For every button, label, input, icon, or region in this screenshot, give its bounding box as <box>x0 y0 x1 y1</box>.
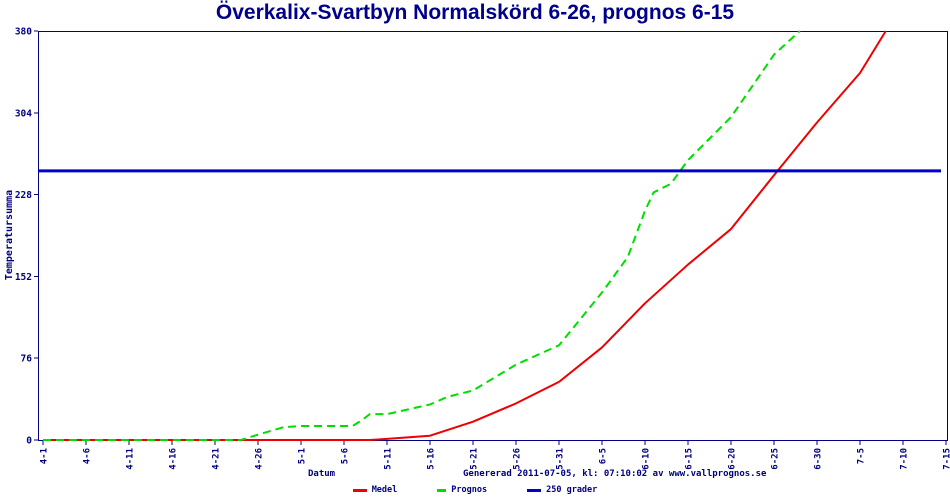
x-tick-label: 7-5 <box>857 448 867 464</box>
y-tick-label: 304 <box>15 108 32 119</box>
x-tick-label: 6-5 <box>599 448 609 464</box>
x-tick-label: 6-30 <box>814 448 824 470</box>
legend-item-medel: Medel <box>352 485 398 495</box>
x-tick-label: 5-21 <box>470 448 480 470</box>
x-tick-label: 6-10 <box>642 448 652 470</box>
x-tick-label: 6-25 <box>771 448 781 470</box>
x-tick-label: 5-6 <box>341 448 351 464</box>
chart-title: Överkalix-Svartbyn Normalskörd 6-26, pro… <box>215 1 735 24</box>
x-tick-label: 5-31 <box>556 448 566 470</box>
x-tick-label: 4-26 <box>255 448 265 470</box>
x-tick-label: 7-15 <box>943 448 950 470</box>
generated-text: Genererad 2011-07-05, kl: 07:10:02 av ww… <box>463 469 767 479</box>
legend-label: Prognos <box>451 485 488 495</box>
y-tick-label: 76 <box>21 354 33 365</box>
plot-border <box>38 31 948 441</box>
y-tick-label: 0 <box>26 436 32 447</box>
x-tick-label: 6-15 <box>685 448 695 470</box>
x-tick-label: 6-20 <box>728 448 738 470</box>
x-tick-label: 4-11 <box>126 448 136 470</box>
legend-item-250-grader: 250 grader <box>527 485 597 495</box>
legend: Medel Prognos 250 grader <box>0 485 950 495</box>
x-tick-label: 4-21 <box>212 448 222 470</box>
x-tick-label: 5-26 <box>513 448 523 470</box>
legend-marker-prognos <box>437 488 447 492</box>
legend-marker-250-grader <box>527 488 542 492</box>
x-tick-label: 5-11 <box>384 448 394 470</box>
x-axis-title: Datum <box>308 469 336 479</box>
legend-label: Medel <box>371 485 398 495</box>
x-tick-label: 4-6 <box>83 448 93 464</box>
x-tick-label: 5-16 <box>427 448 437 470</box>
y-tick-label: 228 <box>15 190 32 201</box>
legend-item-prognos: Prognos <box>437 485 487 495</box>
x-tick-label: 4-1 <box>40 448 50 464</box>
y-tick-label: 380 <box>15 27 32 38</box>
series-line-prognos <box>43 30 801 441</box>
y-axis-title: Temperatursumma <box>4 190 15 280</box>
legend-label: 250 grader <box>546 485 598 495</box>
legend-marker-medel <box>352 488 367 492</box>
y-tick-label: 152 <box>15 272 32 283</box>
x-tick-label: 7-10 <box>900 448 910 470</box>
x-tick-label: 5-1 <box>298 448 308 464</box>
x-tick-label: 4-16 <box>169 448 179 470</box>
series-line-medel <box>43 30 887 441</box>
